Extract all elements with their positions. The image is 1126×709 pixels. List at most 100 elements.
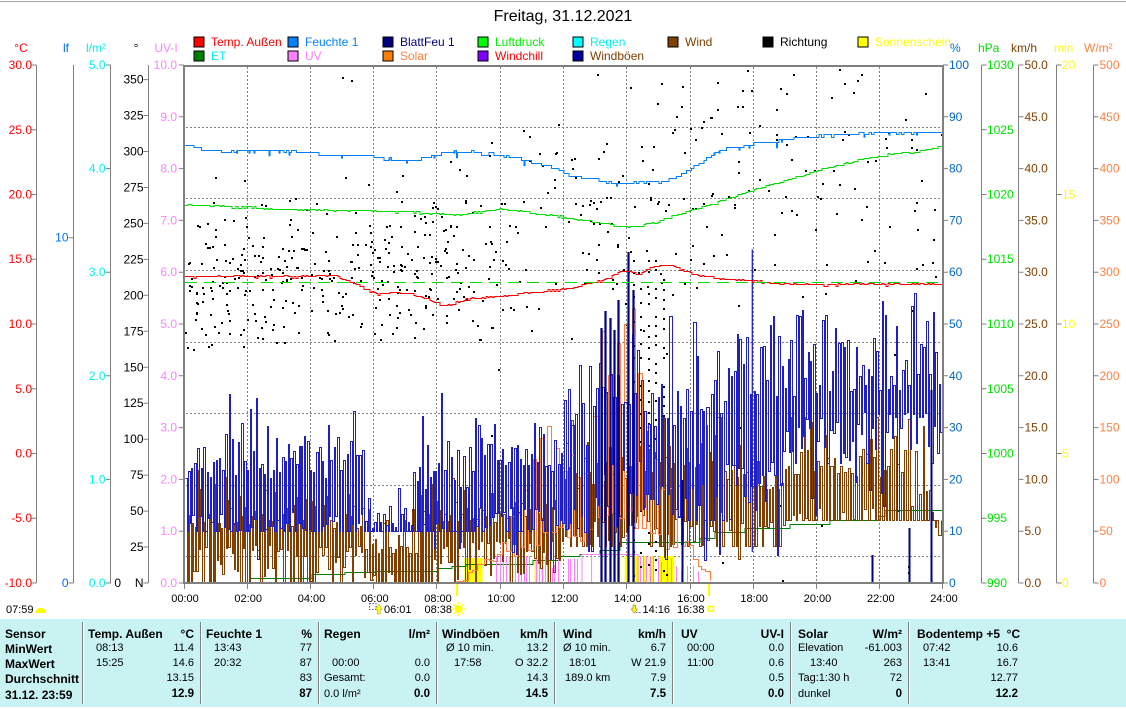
svg-text:1005: 1005 bbox=[987, 382, 1014, 396]
svg-text:100: 100 bbox=[1100, 472, 1120, 486]
svg-text:200: 200 bbox=[123, 288, 143, 302]
svg-text:6.0: 6.0 bbox=[160, 265, 177, 279]
svg-text:UV-I: UV-I bbox=[154, 41, 177, 55]
svg-text:175: 175 bbox=[123, 324, 143, 338]
svg-text:16:00: 16:00 bbox=[677, 593, 705, 605]
svg-text:30: 30 bbox=[949, 421, 963, 435]
svg-text:10: 10 bbox=[1062, 317, 1076, 331]
svg-text:300: 300 bbox=[123, 145, 143, 159]
svg-text:0: 0 bbox=[949, 576, 956, 590]
svg-text:km/h: km/h bbox=[1011, 41, 1037, 55]
svg-text:Solar: Solar bbox=[400, 49, 428, 63]
svg-text:30.0: 30.0 bbox=[9, 58, 33, 72]
svg-text:150: 150 bbox=[123, 360, 143, 374]
svg-text:5.0: 5.0 bbox=[89, 58, 106, 72]
svg-text:lf: lf bbox=[63, 41, 70, 55]
svg-text:20: 20 bbox=[949, 472, 963, 486]
svg-text:250: 250 bbox=[1100, 317, 1120, 331]
svg-text:7.0: 7.0 bbox=[160, 213, 177, 227]
svg-text:990: 990 bbox=[987, 576, 1007, 590]
svg-text:1020: 1020 bbox=[987, 188, 1014, 202]
svg-text:0: 0 bbox=[1100, 576, 1107, 590]
svg-text:5.0: 5.0 bbox=[15, 382, 32, 396]
svg-text:Luftdruck: Luftdruck bbox=[495, 35, 545, 49]
svg-text:24:00: 24:00 bbox=[930, 593, 958, 605]
svg-text:22:00: 22:00 bbox=[867, 593, 895, 605]
svg-text:BlattFeu 1: BlattFeu 1 bbox=[400, 35, 455, 49]
svg-text:125: 125 bbox=[123, 396, 143, 410]
svg-text:°: ° bbox=[134, 41, 139, 55]
svg-text:30.0: 30.0 bbox=[1025, 265, 1049, 279]
svg-text:0: 0 bbox=[1062, 576, 1069, 590]
svg-text:07:59: 07:59 bbox=[6, 604, 34, 616]
svg-text:-10.0: -10.0 bbox=[5, 576, 33, 590]
svg-text:0.0: 0.0 bbox=[1025, 576, 1042, 590]
svg-text:14:00: 14:00 bbox=[614, 593, 642, 605]
svg-text:hPa: hPa bbox=[978, 41, 1000, 55]
svg-text:l/m²: l/m² bbox=[86, 41, 106, 55]
svg-text:5.0: 5.0 bbox=[1025, 524, 1042, 538]
svg-text:06:00: 06:00 bbox=[361, 593, 389, 605]
svg-text:100: 100 bbox=[123, 432, 143, 446]
svg-text:275: 275 bbox=[123, 181, 143, 195]
svg-text:60: 60 bbox=[949, 265, 963, 279]
svg-text:1000: 1000 bbox=[987, 447, 1014, 461]
svg-text:1015: 1015 bbox=[987, 252, 1014, 266]
svg-text:3.0: 3.0 bbox=[89, 265, 106, 279]
svg-text:40.0: 40.0 bbox=[1025, 162, 1049, 176]
svg-text:40: 40 bbox=[949, 369, 963, 383]
svg-text:18:00: 18:00 bbox=[740, 593, 768, 605]
svg-text:9.0: 9.0 bbox=[160, 110, 177, 124]
svg-text:0.0: 0.0 bbox=[89, 576, 106, 590]
svg-text:2.0: 2.0 bbox=[160, 472, 177, 486]
svg-text:20: 20 bbox=[1062, 58, 1076, 72]
svg-text:500: 500 bbox=[1100, 58, 1120, 72]
svg-text:N: N bbox=[135, 576, 144, 590]
svg-text:°C: °C bbox=[14, 41, 28, 55]
svg-text:8.0: 8.0 bbox=[160, 162, 177, 176]
svg-text:W/m²: W/m² bbox=[1084, 41, 1113, 55]
svg-text:5: 5 bbox=[1062, 447, 1069, 461]
svg-text:1.0: 1.0 bbox=[89, 472, 106, 486]
svg-text:1025: 1025 bbox=[987, 123, 1014, 137]
svg-text:Windchill: Windchill bbox=[495, 49, 543, 63]
svg-text:0: 0 bbox=[62, 576, 69, 590]
svg-text:4.0: 4.0 bbox=[89, 162, 106, 176]
svg-text:5.0: 5.0 bbox=[160, 317, 177, 331]
svg-text:25: 25 bbox=[130, 540, 144, 554]
svg-text:04:00: 04:00 bbox=[298, 593, 326, 605]
svg-text:0: 0 bbox=[114, 576, 121, 590]
svg-text:50: 50 bbox=[1100, 524, 1114, 538]
svg-text:20.0: 20.0 bbox=[1025, 369, 1049, 383]
svg-text:ET: ET bbox=[211, 49, 227, 63]
svg-text:-5.0: -5.0 bbox=[11, 511, 32, 525]
svg-text:06:01: 06:01 bbox=[384, 604, 412, 616]
svg-text:02:00: 02:00 bbox=[234, 593, 262, 605]
svg-text:50: 50 bbox=[949, 317, 963, 331]
svg-text:15: 15 bbox=[1062, 188, 1076, 202]
svg-text:Richtung: Richtung bbox=[780, 35, 827, 49]
svg-text:90: 90 bbox=[949, 110, 963, 124]
svg-text:Regen: Regen bbox=[590, 35, 625, 49]
svg-text:08:00: 08:00 bbox=[424, 593, 452, 605]
svg-text:45.0: 45.0 bbox=[1025, 110, 1049, 124]
svg-text:400: 400 bbox=[1100, 162, 1120, 176]
svg-text:100: 100 bbox=[949, 58, 969, 72]
svg-text:3.0: 3.0 bbox=[160, 421, 177, 435]
svg-text:14:16: 14:16 bbox=[643, 604, 671, 616]
svg-text:450: 450 bbox=[1100, 110, 1120, 124]
svg-text:70: 70 bbox=[949, 213, 963, 227]
svg-text:10.0: 10.0 bbox=[154, 58, 178, 72]
svg-text:12:00: 12:00 bbox=[551, 593, 579, 605]
svg-text:0.0: 0.0 bbox=[15, 447, 32, 461]
svg-text:350: 350 bbox=[123, 73, 143, 87]
svg-text:%: % bbox=[950, 41, 961, 55]
svg-text:UV: UV bbox=[305, 49, 322, 63]
svg-text:20:00: 20:00 bbox=[804, 593, 832, 605]
svg-text:16:38: 16:38 bbox=[677, 604, 705, 616]
svg-text:50.0: 50.0 bbox=[1025, 58, 1049, 72]
svg-text:1010: 1010 bbox=[987, 317, 1014, 331]
svg-text:10:00: 10:00 bbox=[487, 593, 515, 605]
svg-text:50: 50 bbox=[130, 504, 144, 518]
svg-text:35.0: 35.0 bbox=[1025, 213, 1049, 227]
